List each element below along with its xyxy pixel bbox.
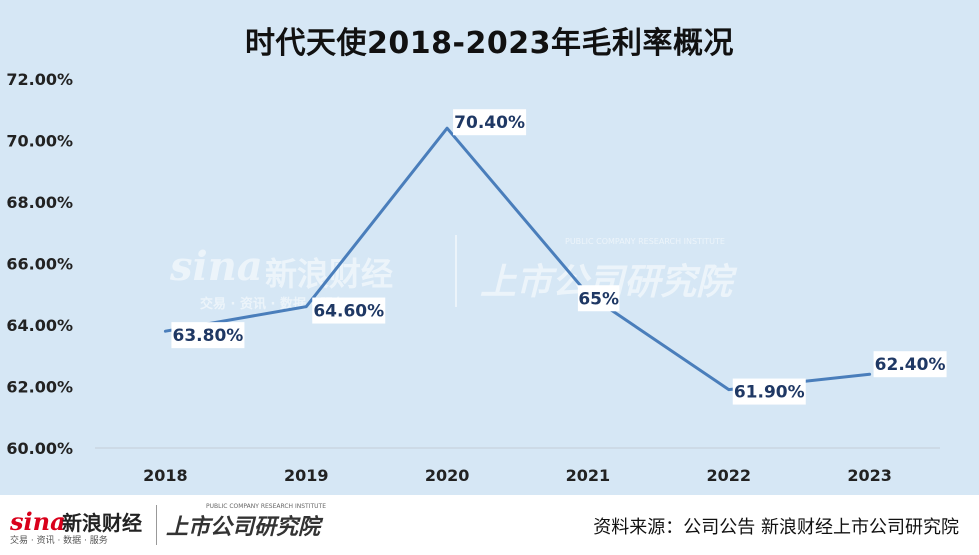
- y-axis: 60.00% 62.00% 64.00% 66.00% 68.00% 70.00% 72.0…: [6, 70, 73, 458]
- data-label-text: 62.40%: [875, 355, 946, 375]
- brand-divider: [156, 505, 157, 545]
- chart-title: 时代天使2018-2023年毛利率概况: [245, 26, 734, 61]
- series-line: [163, 126, 872, 392]
- y-tick-label: 66.00%: [6, 255, 73, 274]
- x-axis: 2018 2019 2020 2021 2022 2023: [143, 466, 892, 485]
- data-label: 65%: [577, 285, 620, 312]
- line-chart: 60.00% 62.00% 64.00% 66.00% 68.00% 70.00% 72.0…: [6, 70, 947, 485]
- data-labels: 63.80% 64.60% 70.40% 65% 61.90% 62.40%: [171, 109, 947, 405]
- data-label-box: [312, 297, 386, 324]
- institute-english-name: PUBLIC COMPANY RESEARCH INSTITUTE: [206, 503, 326, 510]
- footer-brand: sina 新浪财经 交易 · 资讯 · 数据 · 服务 PUBLIC COMPA…: [10, 503, 330, 546]
- data-label: 62.40%: [873, 351, 947, 378]
- data-label: 70.40%: [453, 109, 527, 136]
- data-label: 63.80%: [171, 322, 245, 349]
- y-tick-label: 70.00%: [6, 132, 73, 151]
- x-tick-label: 2022: [706, 466, 751, 485]
- data-label-box: [453, 109, 527, 136]
- data-label-text: 61.90%: [734, 383, 805, 403]
- footer: [0, 495, 979, 555]
- x-tick-label: 2020: [425, 466, 470, 485]
- data-label: 64.60%: [312, 297, 386, 324]
- data-label: 61.90%: [732, 378, 806, 405]
- y-tick-label: 64.00%: [6, 316, 73, 335]
- data-label-text: 70.40%: [454, 113, 525, 133]
- sina-logo: sina: [10, 507, 66, 536]
- x-tick-label: 2023: [847, 466, 892, 485]
- data-label-box: [171, 322, 245, 349]
- x-tick-label: 2019: [284, 466, 329, 485]
- data-label-text: 63.80%: [173, 326, 244, 346]
- x-tick-label: 2021: [566, 466, 611, 485]
- data-label-box: [873, 351, 947, 378]
- x-tick-label: 2018: [143, 466, 188, 485]
- y-tick-label: 60.00%: [6, 439, 73, 458]
- y-tick-label: 62.00%: [6, 378, 73, 397]
- institute-name: 上市公司研究院: [166, 515, 321, 540]
- y-tick-label: 72.00%: [6, 70, 73, 89]
- sina-finance-tagline: 交易 · 资讯 · 数据 · 服务: [10, 536, 108, 546]
- source-note: 资料来源：公司公告 新浪财经上市公司研究院: [593, 517, 959, 538]
- y-tick-label: 68.00%: [6, 193, 73, 212]
- data-label-box: [577, 285, 620, 312]
- data-label-text: 64.60%: [313, 302, 384, 322]
- data-label-text: 65%: [578, 289, 619, 309]
- sina-finance-name: 新浪财经: [62, 511, 142, 535]
- data-label-box: [732, 378, 806, 405]
